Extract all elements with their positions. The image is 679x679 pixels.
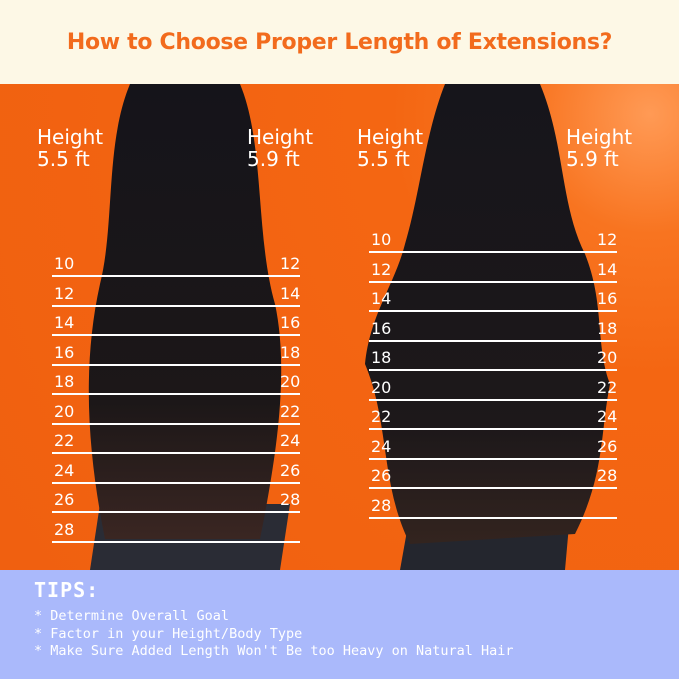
length-label-right: 18 xyxy=(280,342,301,362)
length-line xyxy=(52,363,300,366)
length-line xyxy=(369,457,617,460)
length-label-left: 26 xyxy=(54,490,75,509)
length-line xyxy=(52,334,300,336)
tip-item: * Factor in your Height/Body Type xyxy=(34,625,303,642)
length-label-right: 28 xyxy=(597,466,618,485)
length-label-left: 12 xyxy=(54,283,75,303)
length-line xyxy=(52,275,300,277)
length-label-right: 14 xyxy=(280,283,301,303)
length-line xyxy=(52,393,300,395)
tip-item: * Determine Overall Goal xyxy=(34,608,230,624)
length-label-left: 22 xyxy=(54,431,75,450)
length-label-left: 14 xyxy=(371,289,392,308)
length-label-right: 24 xyxy=(280,431,301,450)
length-label-left: 10 xyxy=(54,254,75,273)
length-label-left: 28 xyxy=(371,495,392,515)
length-label-right: 22 xyxy=(597,377,618,397)
page-title: How to Choose Proper Length of Extension… xyxy=(66,29,613,55)
length-label-left: 10 xyxy=(371,230,392,249)
length-label-left: 26 xyxy=(371,466,392,485)
length-line xyxy=(369,280,617,283)
length-label-right: 20 xyxy=(280,372,301,391)
length-line xyxy=(369,339,617,342)
tips-heading: TIPS: xyxy=(34,578,100,602)
length-label-left: 24 xyxy=(371,436,392,456)
length-label-left: 28 xyxy=(54,519,75,539)
length-label-right: 20 xyxy=(597,348,618,367)
length-line xyxy=(52,511,300,513)
length-label-right: 14 xyxy=(597,259,618,279)
length-label-left: 14 xyxy=(54,313,75,332)
title-banner: How to Choose Proper Length of Extension… xyxy=(0,0,679,84)
length-label-left: 20 xyxy=(371,377,392,397)
length-label-left: 16 xyxy=(54,342,75,362)
length-label-right: 24 xyxy=(597,407,618,426)
length-label-right: 16 xyxy=(597,289,618,308)
length-line xyxy=(369,487,617,489)
length-line xyxy=(52,452,300,454)
length-line xyxy=(52,422,300,425)
tip-item: * Make Sure Added Length Won't Be too He… xyxy=(34,643,514,659)
length-label-right: 18 xyxy=(597,318,618,338)
length-label-right: 26 xyxy=(280,460,301,480)
length-label-right: 16 xyxy=(280,313,301,332)
length-label-left: 18 xyxy=(371,348,392,367)
length-line xyxy=(369,251,617,253)
tips-section: TIPS: * Determine Overall Goal * Factor … xyxy=(0,570,679,679)
length-label-left: 16 xyxy=(371,318,392,338)
length-label-left: 22 xyxy=(371,407,392,426)
length-label-right: 12 xyxy=(597,230,618,249)
length-line xyxy=(369,428,617,430)
length-chart-area: Height 5.5 ft Height 5.9 ft Height 5.5 f… xyxy=(0,84,679,570)
length-line xyxy=(52,481,300,484)
length-line xyxy=(369,516,617,519)
length-line xyxy=(52,540,300,543)
height-label-right: Height 5.9 ft xyxy=(247,125,314,171)
length-label-left: 12 xyxy=(371,259,392,279)
straight-hair-image xyxy=(88,84,290,570)
length-line xyxy=(369,369,617,371)
length-line xyxy=(369,398,617,401)
height-label-right: Height 5.9 ft xyxy=(566,125,633,171)
length-label-left: 20 xyxy=(54,401,75,421)
length-line xyxy=(52,304,300,307)
length-label-right: 28 xyxy=(280,490,301,509)
length-label-right: 12 xyxy=(280,254,301,273)
length-label-right: 22 xyxy=(280,401,301,421)
height-label-left: Height 5.5 ft xyxy=(357,125,424,171)
length-label-right: 26 xyxy=(597,436,618,456)
length-line xyxy=(369,310,617,312)
length-label-left: 24 xyxy=(54,460,75,480)
height-label-left: Height 5.5 ft xyxy=(37,125,104,171)
length-label-left: 18 xyxy=(54,372,75,391)
